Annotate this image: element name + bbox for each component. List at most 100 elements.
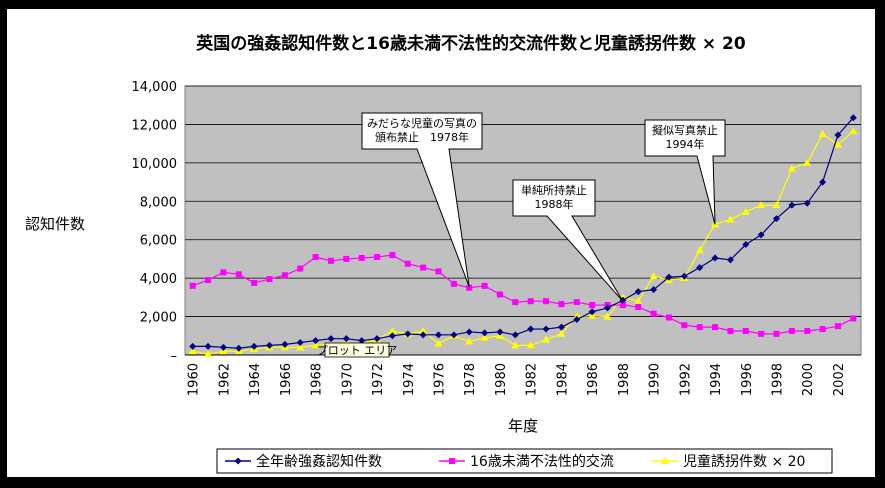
data-point: [834, 131, 842, 139]
legend-box: [216, 448, 833, 474]
data-point: [343, 255, 350, 262]
x-axis-label: 年度: [508, 417, 538, 435]
data-point: [712, 324, 719, 331]
x-tick-label: 1994: [709, 363, 724, 396]
data-point: [819, 326, 826, 333]
data-point: [635, 303, 642, 310]
callout-box: [512, 179, 624, 302]
callout-text: 単純所持禁止: [521, 183, 587, 197]
data-point: [481, 329, 489, 337]
data-point: [388, 332, 396, 340]
data-point: [773, 215, 780, 223]
x-tick-label: 1962: [217, 363, 232, 396]
data-point: [588, 308, 596, 316]
data-point: [311, 341, 320, 349]
data-point: [542, 335, 551, 343]
data-point: [833, 140, 842, 148]
data-point: [404, 260, 411, 267]
x-tick-label: 1990: [648, 363, 663, 396]
data-point: [849, 127, 858, 135]
data-point: [527, 325, 535, 333]
data-point: [650, 310, 657, 317]
data-point: [834, 323, 841, 330]
y-tick-label: 6,000: [140, 234, 177, 249]
series-1: [189, 114, 857, 352]
chart-panel: 英国の強姦認知件数と16歳未満不法性的交流件数と児童誘拐件数 × 20 – 2,0…: [7, 9, 875, 477]
y-tick-label: 8,000: [140, 195, 177, 210]
data-point: [649, 272, 658, 280]
data-point: [695, 246, 704, 254]
data-point: [757, 231, 765, 239]
data-point: [266, 341, 273, 349]
data-point: [543, 298, 550, 305]
data-point: [589, 302, 596, 309]
y-tick-label: 2,000: [140, 311, 177, 326]
data-point: [527, 298, 534, 305]
data-point: [634, 288, 642, 296]
data-point: [297, 265, 304, 272]
data-point: [696, 324, 703, 331]
data-point: [250, 342, 258, 350]
data-point: [204, 350, 213, 358]
x-tick-label: 1984: [555, 363, 570, 396]
x-tick-label: 1964: [248, 363, 263, 396]
data-point: [573, 299, 580, 306]
data-point: [803, 158, 812, 166]
callout-text: みだらな児童の写真の: [367, 116, 477, 130]
x-tick-label: 1986: [586, 363, 601, 396]
x-tick-label: 1960: [187, 363, 202, 396]
data-point: [757, 201, 766, 209]
data-point: [496, 291, 503, 298]
data-point: [849, 114, 857, 122]
callout-box: [361, 112, 483, 287]
data-point: [804, 327, 811, 334]
data-point: [681, 322, 688, 329]
data-point: [465, 337, 474, 345]
data-point: [742, 241, 750, 249]
data-point: [435, 331, 442, 339]
x-tick-label: 1980: [494, 363, 509, 396]
legend-item-2: 16歳未満不法性的交流: [439, 453, 614, 470]
data-point: [650, 286, 658, 294]
x-tick-labels: 1960 1962 1964 1966 1968 1970 1972 1974 1976 1978…: [187, 363, 847, 396]
data-point: [619, 302, 626, 309]
data-point: [603, 312, 612, 320]
y-tick-label: 12,000: [132, 118, 178, 133]
callout-text: 1988年: [535, 197, 574, 211]
x-tick-label: 1972: [371, 363, 386, 396]
data-point: [281, 340, 289, 348]
x-tick-label: 1992: [678, 363, 693, 396]
data-point: [787, 164, 796, 172]
data-point: [511, 331, 519, 339]
data-point: [204, 342, 212, 350]
data-point: [281, 272, 288, 279]
data-point: [803, 199, 811, 207]
data-point: [434, 339, 443, 347]
data-point: [665, 314, 672, 321]
data-point: [450, 331, 458, 339]
data-point: [312, 337, 320, 345]
data-point: [511, 341, 520, 349]
data-point: [680, 272, 688, 280]
data-point: [773, 330, 780, 337]
y-tick-label: –: [171, 349, 178, 364]
data-point: [788, 327, 795, 334]
x-tick-label: 1998: [771, 363, 786, 396]
plot-area: [184, 85, 862, 356]
data-point: [404, 330, 412, 338]
data-point: [220, 269, 227, 276]
plot-area-tooltip-label: プロット エリア: [317, 344, 398, 357]
data-point: [818, 130, 827, 138]
plot-area-tooltip: プロット エリア: [317, 342, 398, 358]
legend-item-3: 児童誘拐件数 × 20: [652, 453, 805, 470]
chart-title: 英国の強姦認知件数と16歳未満不法性的交流件数と児童誘拐件数 × 20: [196, 33, 746, 54]
data-point: [419, 331, 427, 339]
data-point: [741, 207, 750, 215]
data-point: [512, 299, 519, 306]
data-point: [558, 301, 565, 308]
series-2: [189, 252, 857, 337]
legend-label: 全年齢強姦認知件数: [256, 453, 382, 470]
data-point: [219, 343, 227, 351]
